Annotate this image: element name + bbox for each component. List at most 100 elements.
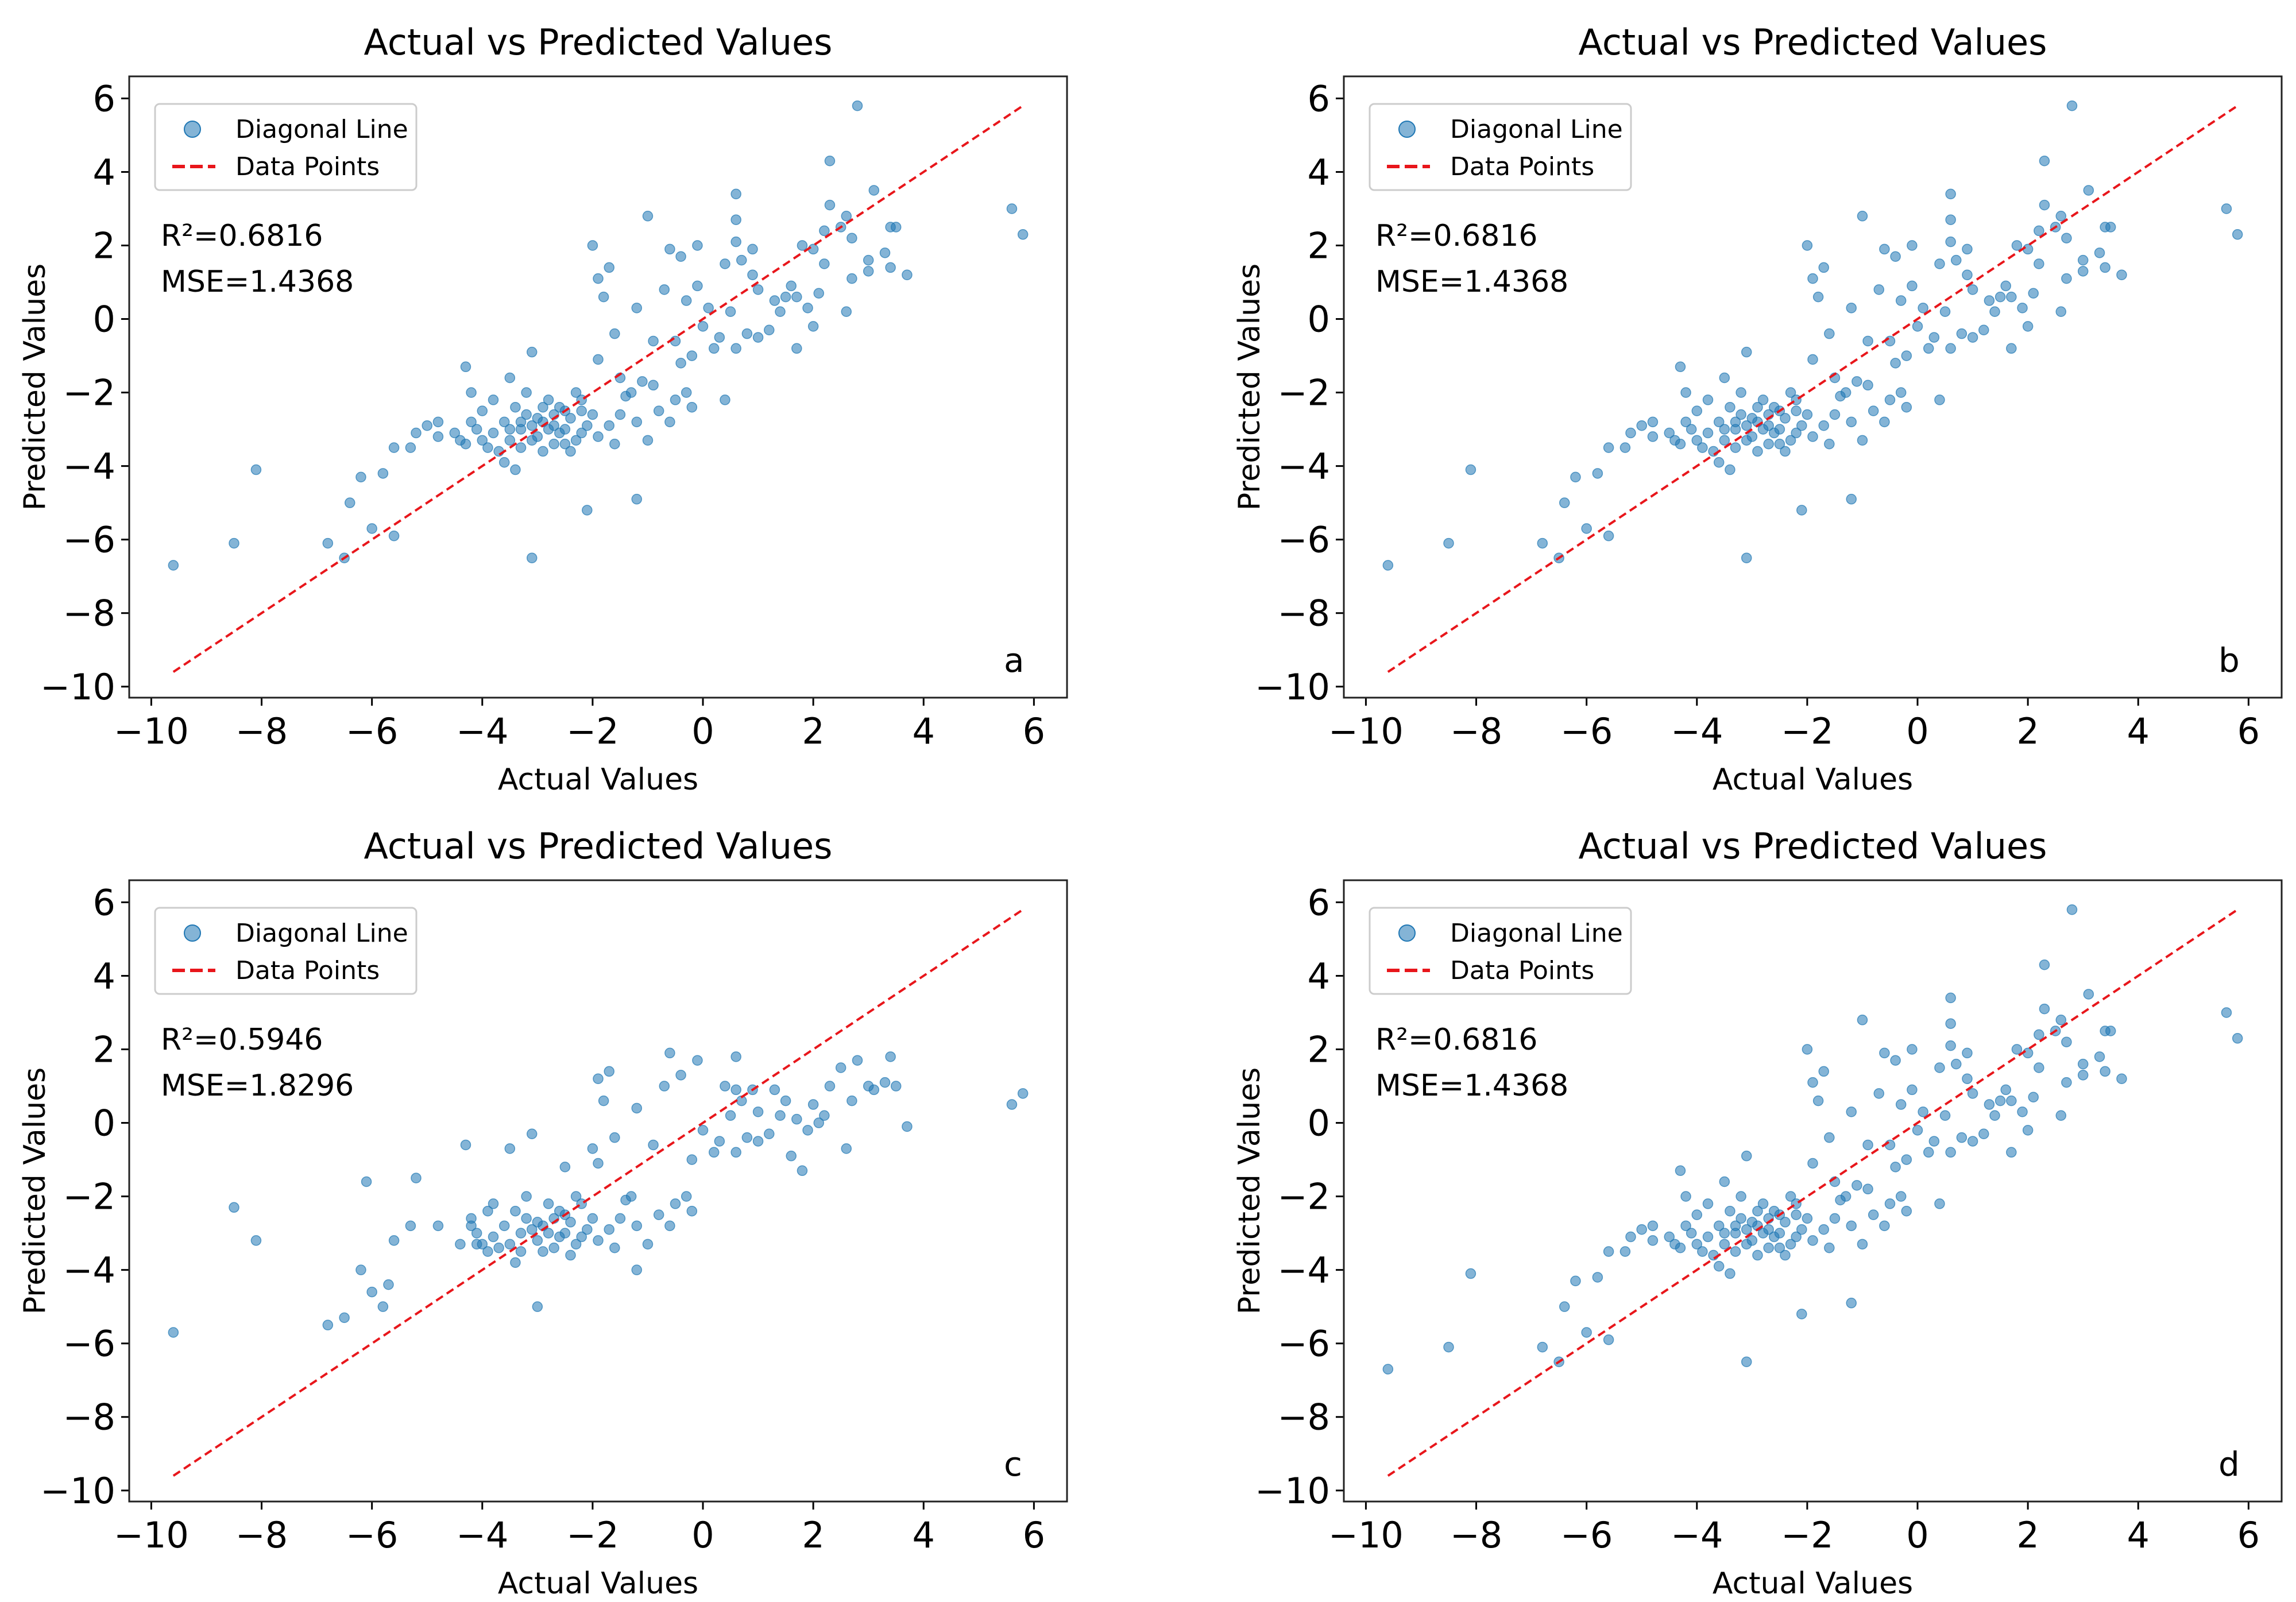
data-point xyxy=(1603,531,1614,541)
data-point xyxy=(664,243,675,255)
x-tick-label: −10 xyxy=(1328,1514,1404,1556)
data-point xyxy=(2061,273,2072,284)
data-point xyxy=(2083,989,2094,1000)
data-point xyxy=(1713,1220,1725,1232)
data-point xyxy=(488,1231,499,1243)
data-point xyxy=(2232,1033,2243,1044)
data-point xyxy=(1780,1217,1791,1228)
data-point xyxy=(1725,1205,1735,1217)
data-point xyxy=(1846,1298,1857,1309)
data-point xyxy=(1647,416,1659,428)
plot-frame xyxy=(128,879,1068,1503)
data-point xyxy=(1713,456,1725,468)
data-point xyxy=(1928,1136,1940,1147)
chart-title: Actual vs Predicted Values xyxy=(364,21,833,63)
data-point xyxy=(1780,446,1791,457)
y-tick-label: −4 xyxy=(1278,1249,1330,1291)
data-point xyxy=(1923,343,1934,354)
data-point xyxy=(1802,240,1813,251)
data-point xyxy=(2221,203,2232,214)
data-point xyxy=(852,100,863,111)
data-point xyxy=(1780,1249,1791,1261)
y-tick-label: 6 xyxy=(93,881,115,923)
data-point xyxy=(1570,471,1581,483)
data-point xyxy=(1846,1106,1857,1117)
y-tick-label: −6 xyxy=(1278,1323,1330,1365)
legend: Diagonal Line Data Points xyxy=(154,907,418,995)
data-point xyxy=(1846,1220,1857,1232)
y-tick-label: −2 xyxy=(1278,1176,1330,1218)
data-point xyxy=(1763,420,1774,431)
data-point xyxy=(1592,468,1603,479)
data-point xyxy=(604,1224,614,1235)
data-point xyxy=(477,435,488,446)
data-point xyxy=(2094,247,2105,258)
data-point xyxy=(1581,523,1592,534)
data-point xyxy=(1945,992,1956,1004)
data-point xyxy=(377,1301,389,1312)
data-point xyxy=(1680,387,1691,398)
data-point xyxy=(1603,1246,1614,1257)
data-point xyxy=(1636,1224,1647,1235)
data-point xyxy=(521,1213,532,1224)
data-point xyxy=(510,401,521,413)
data-point xyxy=(1691,1209,1703,1220)
data-point xyxy=(565,1217,576,1228)
data-point xyxy=(747,269,758,280)
y-tick-label: −6 xyxy=(63,1323,115,1365)
data-point xyxy=(1708,1249,1719,1261)
x-tick-label: −2 xyxy=(1781,1514,1833,1556)
data-point xyxy=(1647,1235,1659,1246)
chart-d: Actual vs Predicted Values −10 −8 −6 −4 −2 0 2 4… xyxy=(1232,825,2283,1601)
data-point xyxy=(1967,1136,1978,1147)
data-point xyxy=(526,552,538,563)
data-point xyxy=(730,1147,741,1158)
data-point xyxy=(1006,1099,1018,1110)
data-point xyxy=(752,332,764,343)
panel-label: d xyxy=(2218,1445,2240,1484)
data-point xyxy=(1730,442,1741,453)
data-point xyxy=(229,537,239,549)
data-point xyxy=(1835,390,1846,402)
data-point xyxy=(1895,1099,1907,1110)
data-point xyxy=(1735,409,1746,420)
x-tick-label: −6 xyxy=(346,710,398,752)
data-point xyxy=(460,1139,471,1151)
data-point xyxy=(664,1047,675,1059)
data-point xyxy=(642,1239,654,1250)
data-point xyxy=(1846,303,1857,314)
data-point xyxy=(1702,427,1714,439)
y-tick-label: −8 xyxy=(63,1396,115,1438)
data-point xyxy=(1719,435,1730,446)
r2-annotation: R²=0.6816 xyxy=(161,219,323,253)
data-point xyxy=(1978,324,1989,336)
data-point xyxy=(841,211,852,222)
x-axis-label: Actual Values xyxy=(1713,1566,1913,1601)
data-point xyxy=(841,306,852,318)
data-point xyxy=(250,464,262,475)
data-point xyxy=(532,1301,543,1312)
data-point xyxy=(1901,1205,1912,1217)
data-point xyxy=(582,1224,593,1235)
data-point xyxy=(1824,1242,1835,1253)
diagonal-line xyxy=(1387,105,2239,673)
data-point xyxy=(1647,431,1659,442)
data-point xyxy=(2006,291,2017,303)
data-point xyxy=(604,1066,614,1077)
data-point xyxy=(1443,1341,1454,1353)
data-point xyxy=(1945,236,1956,247)
y-axis-label: Predicted Values xyxy=(1232,1067,1267,1315)
data-point xyxy=(1962,243,1973,255)
data-point xyxy=(488,394,499,405)
data-point xyxy=(1719,424,1730,435)
data-point xyxy=(670,335,681,347)
data-point xyxy=(593,1073,604,1084)
data-point xyxy=(1967,284,1978,295)
data-point xyxy=(609,438,620,450)
data-point xyxy=(1923,1147,1934,1158)
data-point xyxy=(686,1154,698,1165)
chart-title: Actual vs Predicted Values xyxy=(364,825,833,867)
data-point xyxy=(570,435,582,446)
data-point xyxy=(675,1070,686,1081)
data-point xyxy=(2006,1095,2017,1106)
